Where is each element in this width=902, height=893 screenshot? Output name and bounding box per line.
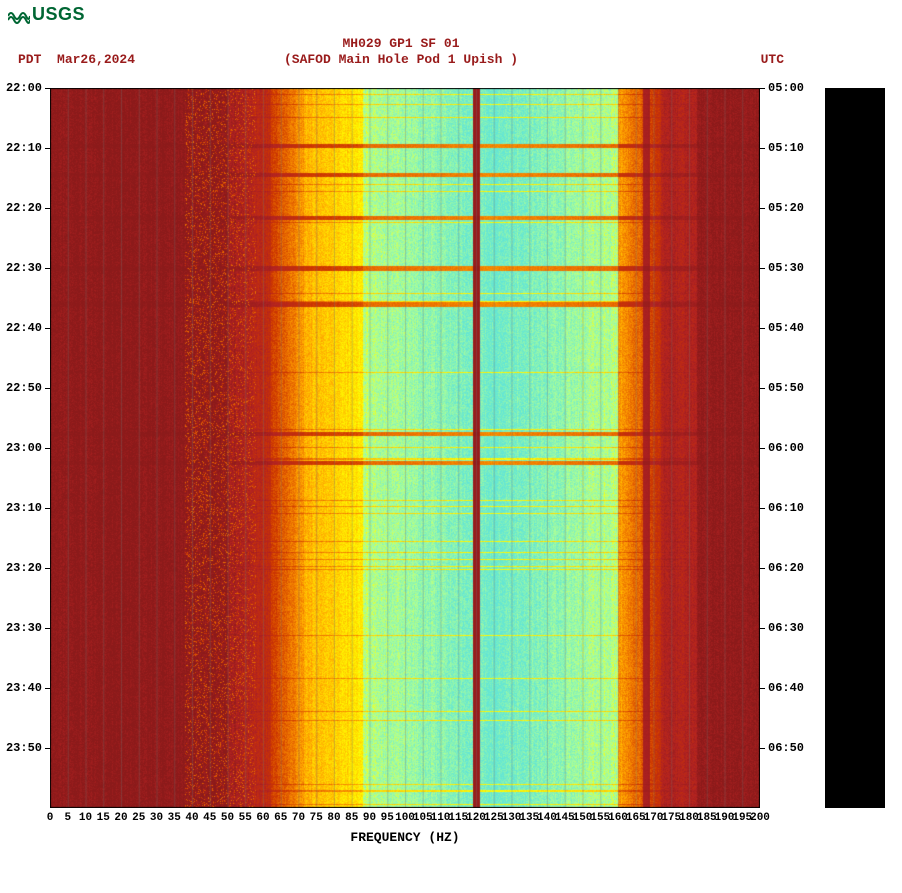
right-tick: 05:10: [768, 141, 804, 155]
right-tick: 06:30: [768, 621, 804, 635]
x-tick: 20: [114, 812, 127, 824]
x-tick: 55: [239, 812, 252, 824]
left-tick: 22:20: [6, 201, 42, 215]
spectrogram-canvas: [50, 88, 760, 808]
right-tick: 06:50: [768, 741, 804, 755]
x-tick: 0: [47, 812, 54, 824]
right-tick: 05:00: [768, 81, 804, 95]
frequency-axis-ticks: 0510152025303540455055606570758085909510…: [50, 812, 760, 830]
x-tick: 50: [221, 812, 234, 824]
right-tick: 05:40: [768, 321, 804, 335]
left-tick: 23:00: [6, 441, 42, 455]
x-tick: 95: [381, 812, 394, 824]
x-tick: 45: [203, 812, 216, 824]
spectrogram-plot: [50, 88, 760, 808]
right-tick: 05:50: [768, 381, 804, 395]
left-tick: 22:40: [6, 321, 42, 335]
x-tick: 40: [185, 812, 198, 824]
left-tick: 22:30: [6, 261, 42, 275]
wave-icon: [8, 6, 30, 24]
x-tick: 200: [750, 812, 770, 824]
x-tick: 15: [97, 812, 110, 824]
right-time-axis: 05:0005:1005:2005:3005:4005:5006:0006:10…: [764, 88, 814, 808]
x-tick: 90: [363, 812, 376, 824]
right-tick: 06:00: [768, 441, 804, 455]
left-tick: 23:10: [6, 501, 42, 515]
x-tick: 35: [168, 812, 181, 824]
left-tick: 23:50: [6, 741, 42, 755]
right-tick: 06:10: [768, 501, 804, 515]
right-tz: UTC: [761, 52, 784, 67]
x-tick: 10: [79, 812, 92, 824]
x-tick: 60: [256, 812, 269, 824]
x-tick: 80: [327, 812, 340, 824]
x-tick: 75: [310, 812, 323, 824]
x-tick: 5: [64, 812, 71, 824]
x-tick: 65: [274, 812, 287, 824]
logo-text: USGS: [32, 4, 85, 25]
left-tz-date: PDT Mar26,2024: [18, 52, 135, 67]
frequency-axis-label: FREQUENCY (HZ): [50, 830, 760, 845]
x-tick: 25: [132, 812, 145, 824]
left-tick: 22:50: [6, 381, 42, 395]
station-title: MH029 GP1 SF 01: [0, 36, 802, 51]
left-tick: 23:40: [6, 681, 42, 695]
right-tick: 06:20: [768, 561, 804, 575]
left-tick: 23:20: [6, 561, 42, 575]
left-time-axis: 22:0022:1022:2022:3022:4022:5023:0023:10…: [0, 88, 46, 808]
right-tick: 06:40: [768, 681, 804, 695]
right-tick: 05:20: [768, 201, 804, 215]
right-tick: 05:30: [768, 261, 804, 275]
x-tick: 85: [345, 812, 358, 824]
left-tick: 22:00: [6, 81, 42, 95]
colorbar: [825, 88, 885, 808]
x-tick: 30: [150, 812, 163, 824]
left-tick: 23:30: [6, 621, 42, 635]
left-tick: 22:10: [6, 141, 42, 155]
x-tick: 70: [292, 812, 305, 824]
usgs-logo: USGS: [8, 4, 85, 25]
